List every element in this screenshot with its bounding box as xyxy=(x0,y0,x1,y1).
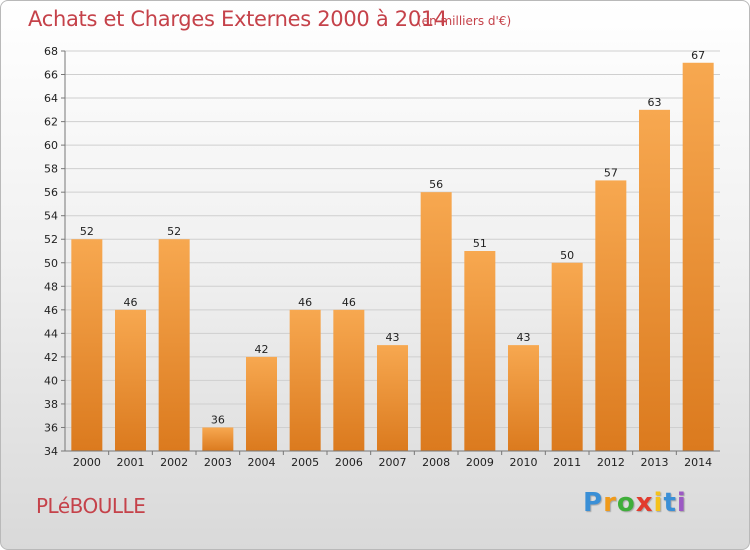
x-tick-label: 2008 xyxy=(422,456,450,469)
bar-2011 xyxy=(551,262,583,451)
proxiti-logo: Proxiti xyxy=(583,488,687,518)
x-tick-label: 2011 xyxy=(553,456,581,469)
value-label-2008: 56 xyxy=(429,178,443,191)
x-tick-label: 2012 xyxy=(597,456,625,469)
logo-letter: P xyxy=(583,488,604,518)
bar-2009 xyxy=(464,251,496,451)
y-tick-label: 34 xyxy=(44,445,58,458)
x-tick-label: 2001 xyxy=(117,456,145,469)
bar-2014 xyxy=(682,62,714,451)
bar-2000 xyxy=(71,239,103,451)
y-tick-label: 46 xyxy=(44,304,58,317)
value-label-2013: 63 xyxy=(648,96,662,109)
y-tick-label: 64 xyxy=(44,92,58,105)
x-tick-label: 2000 xyxy=(73,456,101,469)
value-labels: 52 46 52 36 42 46 46 43 56 51 43 50 57 63 67 xyxy=(80,49,705,427)
value-label-2012: 57 xyxy=(604,166,618,179)
x-tick-label: 2006 xyxy=(335,456,363,469)
bar-2002 xyxy=(158,239,190,451)
x-tick-label: 2010 xyxy=(510,456,538,469)
value-label-2014: 67 xyxy=(691,49,705,62)
chart-title: Achats et Charges Externes 2000 à 2014 xyxy=(28,7,448,31)
value-label-2010: 43 xyxy=(517,331,531,344)
y-tick-label: 52 xyxy=(44,233,58,246)
y-axis: 34 36 38 40 42 44 46 48 50 52 54 56 58 60 62 64 66 68 xyxy=(44,45,66,458)
x-tick-label: 2013 xyxy=(641,456,669,469)
y-tick-label: 48 xyxy=(44,280,58,293)
logo-letter: o xyxy=(616,488,636,518)
commune-name: PLéBOULLE xyxy=(36,494,146,518)
y-tick-label: 66 xyxy=(44,69,58,82)
x-axis: 2000 2001 2002 2003 2004 2005 2006 2007 2008 2009… xyxy=(65,450,720,469)
y-tick-label: 44 xyxy=(44,327,58,340)
value-label-2002: 52 xyxy=(167,225,181,238)
x-tick-label: 2004 xyxy=(248,456,276,469)
y-tick-label: 38 xyxy=(44,398,58,411)
y-tick-label: 36 xyxy=(44,421,58,434)
value-label-2007: 43 xyxy=(386,331,400,344)
x-tick-label: 2007 xyxy=(379,456,407,469)
y-tick-label: 62 xyxy=(44,116,58,129)
x-tick-label: 2002 xyxy=(160,456,188,469)
y-tick-label: 56 xyxy=(44,186,58,199)
chart-subtitle: (en milliers d'€) xyxy=(417,14,512,28)
x-tick-label: 2009 xyxy=(466,456,494,469)
bars xyxy=(71,62,714,452)
logo-letter: x xyxy=(635,488,654,518)
value-label-2001: 46 xyxy=(124,296,138,309)
bar-2001 xyxy=(115,309,146,451)
bar-2012 xyxy=(595,180,627,452)
y-tick-label: 60 xyxy=(44,139,58,152)
x-tick-label: 2005 xyxy=(291,456,319,469)
logo-letter: i xyxy=(653,488,664,518)
bar-2006 xyxy=(333,309,365,451)
y-tick-label: 54 xyxy=(44,210,58,223)
logo-letter: t xyxy=(663,488,677,518)
y-tick-label: 40 xyxy=(44,374,58,387)
value-label-2005: 46 xyxy=(298,296,312,309)
logo-letter: r xyxy=(603,488,617,518)
x-tick-label: 2003 xyxy=(204,456,232,469)
bar-2004 xyxy=(246,356,277,451)
x-tick-label: 2014 xyxy=(684,456,712,469)
bar-2003 xyxy=(202,427,234,451)
bar-2010 xyxy=(508,345,539,451)
y-tick-label: 68 xyxy=(44,45,58,58)
value-label-2011: 50 xyxy=(560,249,574,262)
logo-letter: i xyxy=(676,488,687,518)
bar-2007 xyxy=(377,345,408,451)
value-label-2006: 46 xyxy=(342,296,356,309)
value-label-2003: 36 xyxy=(211,413,225,426)
y-tick-label: 42 xyxy=(44,351,58,364)
value-label-2000: 52 xyxy=(80,225,94,238)
y-tick-label: 58 xyxy=(44,163,58,176)
bar-2008 xyxy=(420,192,452,452)
y-tick-label: 50 xyxy=(44,257,58,270)
value-label-2009: 51 xyxy=(473,237,487,250)
value-label-2004: 42 xyxy=(255,343,269,356)
bar-2005 xyxy=(289,309,321,451)
bar-2013 xyxy=(639,109,670,451)
